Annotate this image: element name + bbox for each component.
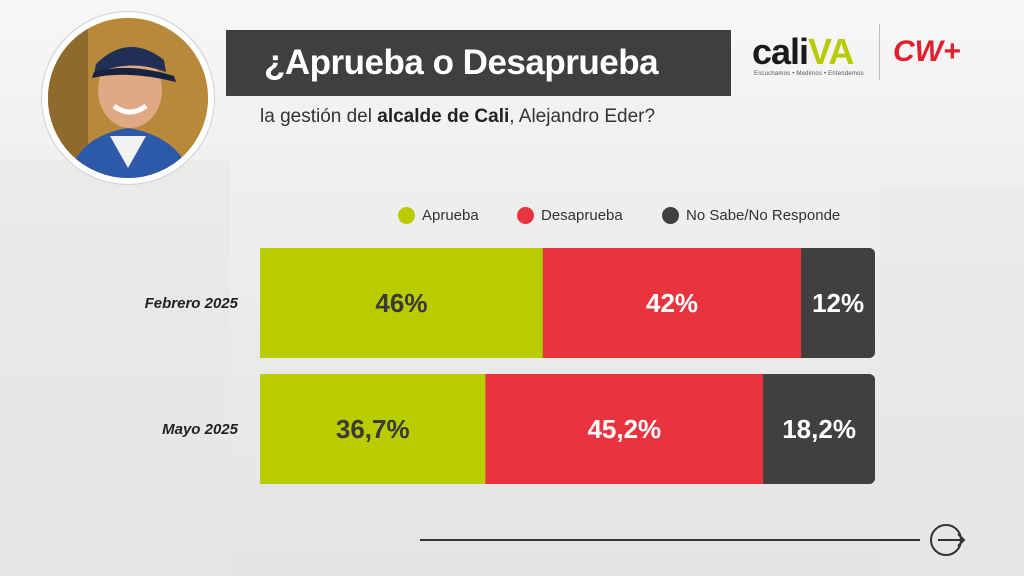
title-bar xyxy=(226,30,731,96)
data-label: 36,7% xyxy=(336,414,410,444)
arrow-right-icon[interactable] xyxy=(930,522,966,558)
background-building xyxy=(0,160,230,576)
legend-dot-desaprueba xyxy=(517,207,534,224)
data-label: 18,2% xyxy=(782,414,856,444)
bar-left-edge xyxy=(260,374,268,484)
page-title: ¿Aprueba o Desaprueba xyxy=(264,43,659,82)
avatar-photo xyxy=(48,18,208,178)
category-label: Febrero 2025 xyxy=(145,295,239,312)
cw-plus-logo: CW+ xyxy=(893,35,961,68)
data-label: 45,2% xyxy=(587,414,661,444)
bar-segment-desaprueba xyxy=(485,374,764,484)
data-label: 12% xyxy=(812,288,864,318)
legend-label-aprueba: Aprueba xyxy=(422,207,479,224)
caliva-logo-cali: cali xyxy=(752,31,809,72)
category-label: Mayo 2025 xyxy=(162,421,239,438)
bar-segment-desaprueba xyxy=(542,248,802,358)
caliva-logo: caliVA xyxy=(752,31,854,72)
bar-segment-aprueba xyxy=(260,374,486,484)
bar-segment-aprueba xyxy=(260,248,543,358)
background-building xyxy=(880,190,1024,576)
avatar xyxy=(42,12,214,184)
legend-label-desaprueba: Desaprueba xyxy=(541,207,623,224)
bar-left-edge xyxy=(260,248,268,358)
page-subtitle: la gestión del alcalde de Cali, Alejandr… xyxy=(260,104,655,130)
bar-segment-no-sabe-no-responde xyxy=(763,374,875,484)
bar-segment-no-sabe-no-responde xyxy=(801,248,875,358)
subtitle-pre: la gestión del xyxy=(260,106,378,127)
data-label: 42% xyxy=(646,288,698,318)
legend-dot-nsnr xyxy=(662,207,679,224)
data-label: 46% xyxy=(375,288,427,318)
footer-line xyxy=(420,539,920,541)
legend-label-nsnr: No Sabe/No Responde xyxy=(686,207,841,224)
logo-divider xyxy=(879,24,880,80)
caliva-logo-va: VA xyxy=(808,31,854,72)
subtitle-post: , Alejandro Eder? xyxy=(509,106,656,127)
caliva-tagline: Escuchamos • Medimos • Entendemos xyxy=(754,71,864,77)
subtitle-bold: alcalde de Cali xyxy=(377,106,510,127)
legend-dot-aprueba xyxy=(398,207,415,224)
